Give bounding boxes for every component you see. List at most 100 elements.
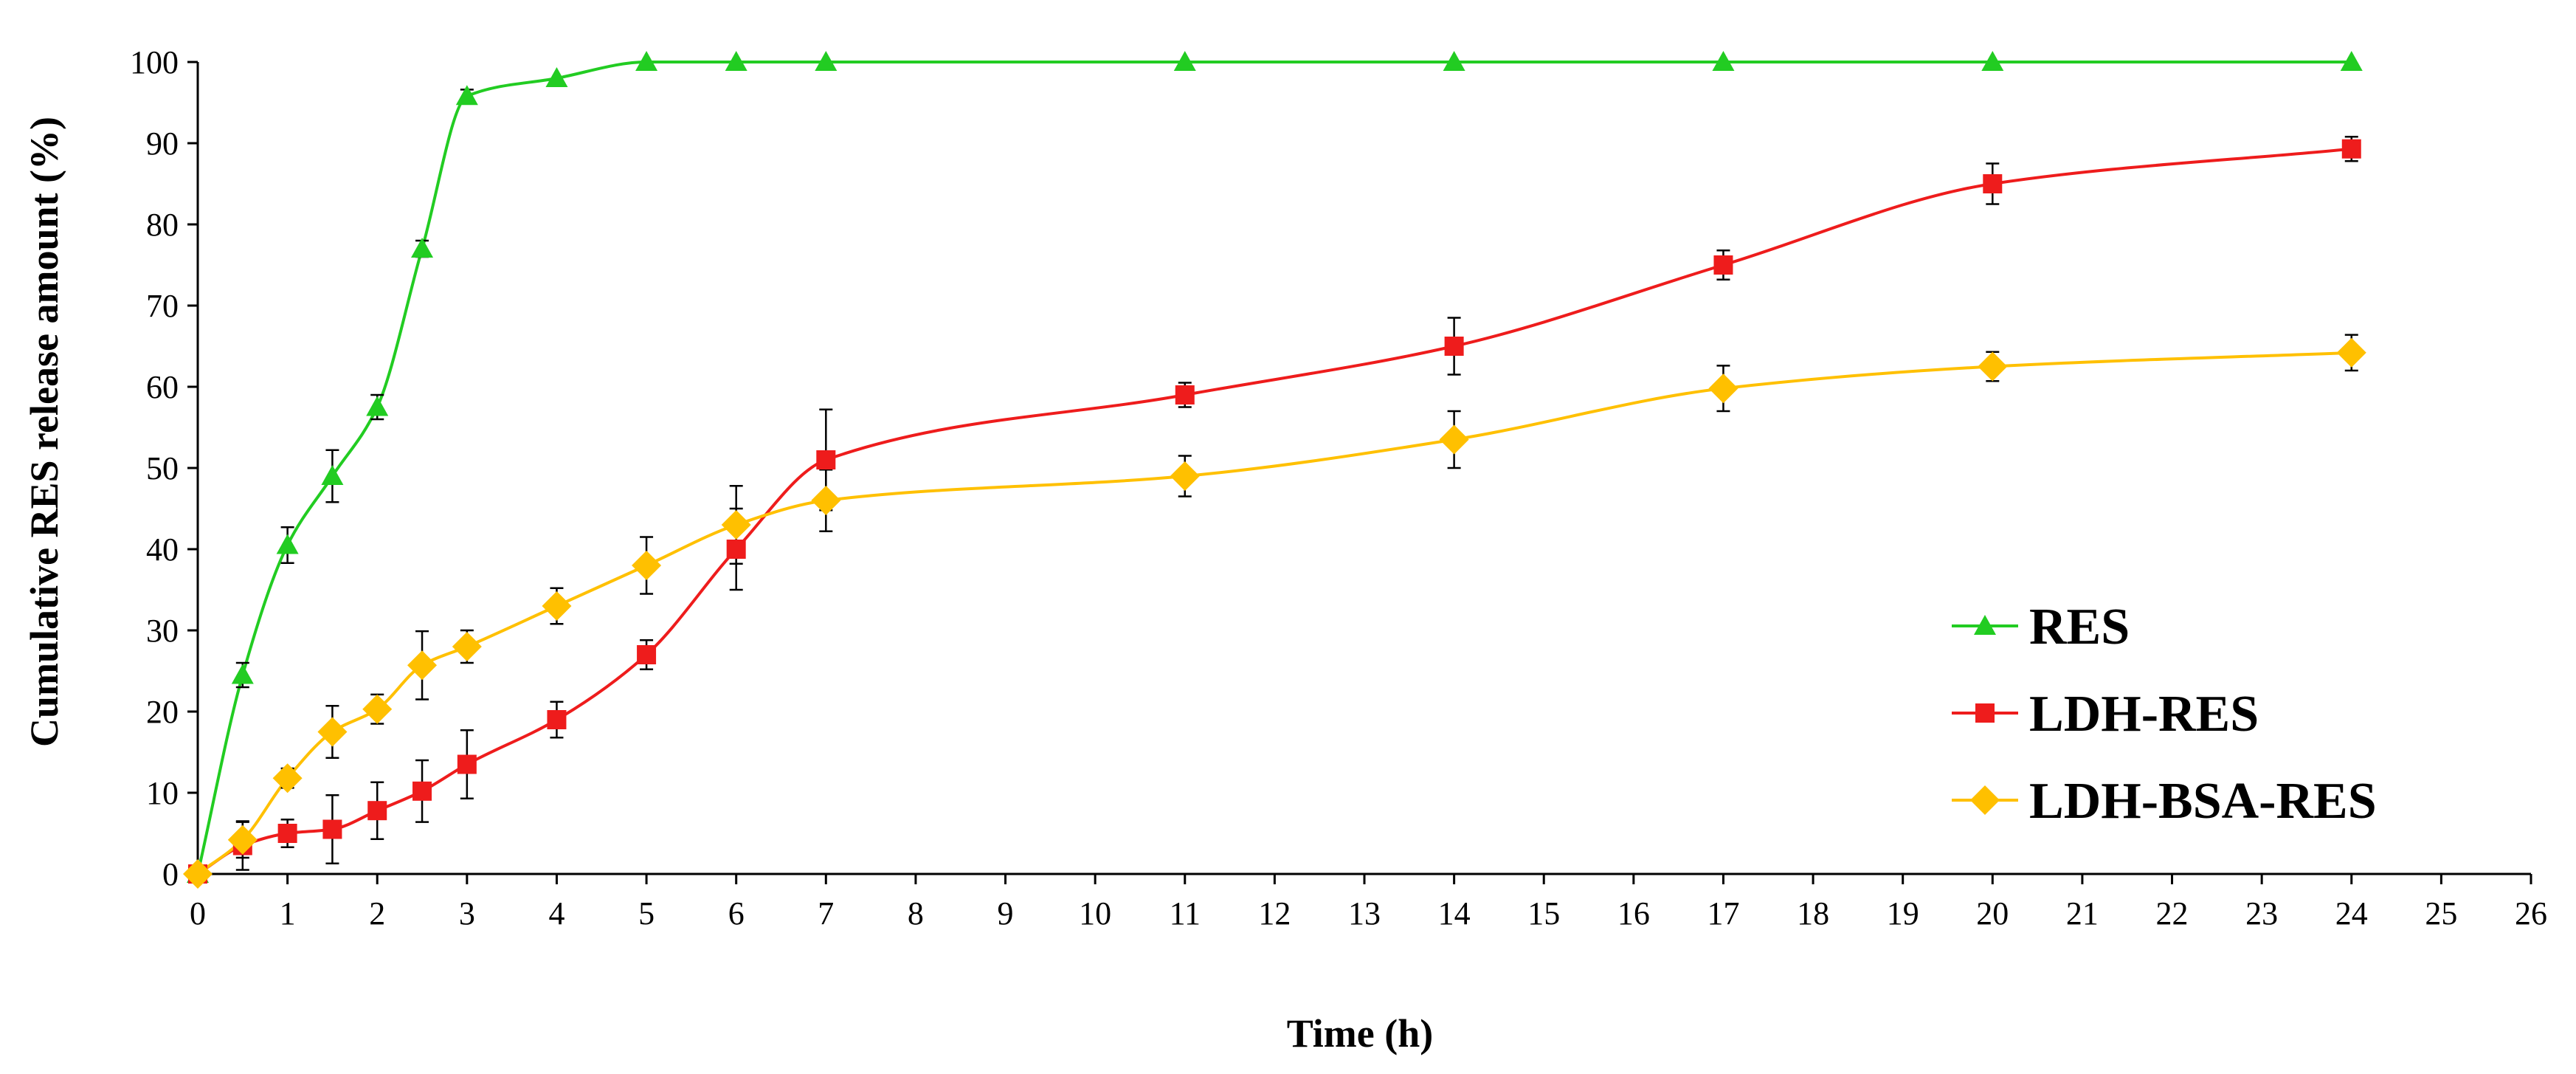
- error-bars: [235, 89, 2358, 871]
- point-res: [2340, 51, 2363, 71]
- x-tick-label: 4: [548, 895, 564, 932]
- x-tick-label: 12: [1258, 895, 1291, 932]
- point-ldh-bsa-res: [317, 717, 348, 747]
- point-ldh-res: [637, 645, 657, 664]
- point-ldh-res: [367, 801, 387, 821]
- y-axis-ticks: 0 10 20 30 40 50 60 70 80 90 100: [130, 44, 198, 892]
- x-tick-label: 0: [190, 895, 206, 932]
- y-tick-label: 40: [146, 531, 179, 568]
- x-tick-label: 5: [638, 895, 655, 932]
- point-ldh-bsa-res: [407, 650, 438, 681]
- point-ldh-res: [547, 710, 567, 729]
- y-tick-label: 0: [162, 856, 179, 892]
- point-ldh-res: [1444, 337, 1464, 356]
- point-ldh-res: [1983, 174, 2003, 193]
- point-res: [725, 51, 747, 71]
- x-tick-label: 7: [818, 895, 834, 932]
- point-ldh-res: [816, 450, 836, 469]
- x-tick-label: 17: [1707, 895, 1739, 932]
- point-ldh-bsa-res: [1978, 351, 2008, 382]
- legend-marker-ldh-res: [1975, 703, 1995, 723]
- point-res: [455, 85, 478, 106]
- x-tick-label: 2: [369, 895, 385, 932]
- x-axis-title: Time (h): [1287, 1011, 1434, 1056]
- point-ldh-res: [1175, 385, 1195, 405]
- point-ldh-bsa-res: [362, 694, 393, 724]
- point-ldh-res: [322, 819, 342, 839]
- point-res: [635, 51, 658, 71]
- point-res: [545, 67, 568, 87]
- point-ldh-bsa-res: [452, 632, 482, 661]
- legend-marker-ldh-bsa-res: [1970, 785, 2000, 815]
- y-tick-label: 100: [130, 44, 179, 80]
- x-tick-label: 3: [459, 895, 475, 932]
- point-ldh-bsa-res: [2336, 337, 2366, 368]
- x-tick-label: 21: [2066, 895, 2099, 932]
- legend-label-ldh-res: LDH-RES: [2029, 686, 2259, 743]
- x-tick-label: 8: [908, 895, 924, 932]
- y-tick-label: 20: [146, 694, 179, 730]
- point-res: [231, 664, 254, 684]
- y-tick-label: 70: [146, 288, 179, 324]
- y-tick-label: 80: [146, 207, 179, 243]
- point-ldh-bsa-res: [227, 825, 258, 855]
- point-res: [815, 51, 838, 71]
- point-ldh-res: [457, 754, 477, 774]
- series-line-res: [196, 60, 2352, 875]
- point-ldh-res: [1713, 255, 1733, 275]
- point-ldh-res: [277, 824, 297, 843]
- point-ldh-bsa-res: [272, 763, 303, 794]
- point-ldh-bsa-res: [721, 510, 751, 540]
- point-res: [411, 238, 434, 258]
- point-res: [1173, 51, 1196, 71]
- y-tick-label: 60: [146, 369, 179, 405]
- x-tick-label: 1: [280, 895, 296, 932]
- point-res: [366, 396, 389, 416]
- axes: [196, 62, 2531, 875]
- x-tick-label: 20: [1976, 895, 2009, 932]
- x-tick-label: 22: [2156, 895, 2189, 932]
- point-res: [321, 465, 344, 485]
- point-res: [1443, 51, 1465, 71]
- x-tick-label: 15: [1527, 895, 1560, 932]
- x-tick-label: 13: [1348, 895, 1381, 932]
- x-tick-label: 19: [1887, 895, 1919, 932]
- legend: RES LDH-RES LDH-BSA-RES: [1952, 599, 2377, 830]
- x-tick-label: 23: [2245, 895, 2278, 932]
- point-ldh-bsa-res: [1439, 424, 1469, 455]
- legend-label-res: RES: [2029, 599, 2130, 655]
- y-tick-label: 90: [146, 125, 179, 162]
- y-tick-label: 30: [146, 613, 179, 649]
- point-ldh-res: [412, 781, 432, 801]
- y-tick-label: 10: [146, 775, 179, 811]
- series-line-ldh-bsa-res: [196, 351, 2352, 875]
- x-tick-label: 14: [1438, 895, 1471, 932]
- point-ldh-bsa-res: [632, 551, 662, 580]
- x-tick-label: 6: [728, 895, 745, 932]
- x-tick-label: 26: [2515, 895, 2547, 932]
- x-tick-label: 11: [1170, 895, 1201, 932]
- point-ldh-bsa-res: [1170, 461, 1200, 491]
- legend-label-ldh-bsa-res: LDH-BSA-RES: [2029, 773, 2377, 830]
- point-res: [1712, 51, 1735, 71]
- x-axis-ticks: 0 1 2 3 4 5 6 7 8 9 10 11 12 13 14 15 16 17 18 19 20 21 22 23 24…: [190, 874, 2547, 932]
- y-tick-label: 50: [146, 450, 179, 486]
- point-res: [276, 534, 299, 554]
- data-markers: [183, 51, 2366, 889]
- point-ldh-bsa-res: [811, 486, 841, 515]
- series-line-ldh-res: [196, 147, 2352, 875]
- x-tick-label: 10: [1079, 895, 1111, 932]
- point-ldh-res: [726, 540, 746, 559]
- point-ldh-bsa-res: [1708, 374, 1738, 404]
- x-tick-label: 24: [2335, 895, 2368, 932]
- x-tick-label: 25: [2425, 895, 2457, 932]
- y-axis-title: Cumulative RES release amount (%): [22, 117, 66, 747]
- legend-marker-res: [1974, 615, 1996, 635]
- point-ldh-bsa-res: [183, 859, 213, 889]
- point-ldh-bsa-res: [542, 591, 572, 621]
- x-tick-label: 16: [1617, 895, 1650, 932]
- series-curves: [196, 60, 2352, 875]
- point-ldh-res: [2341, 139, 2361, 159]
- x-tick-label: 18: [1797, 895, 1829, 932]
